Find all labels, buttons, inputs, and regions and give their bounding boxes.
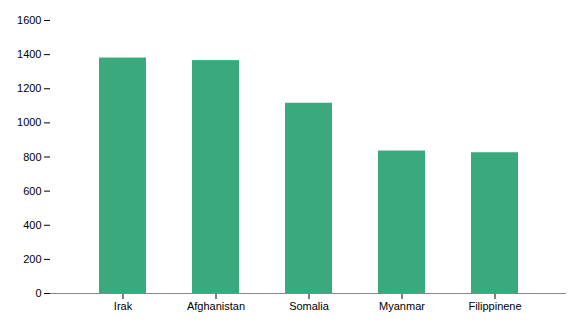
svg-text:Afghanistan: Afghanistan — [187, 300, 245, 312]
svg-text:1400: 1400 — [17, 48, 41, 60]
svg-text:0: 0 — [35, 287, 41, 299]
svg-text:400: 400 — [23, 219, 41, 231]
svg-text:200: 200 — [23, 253, 41, 265]
svg-text:1600: 1600 — [17, 14, 41, 26]
svg-text:Filippinene: Filippinene — [468, 300, 521, 312]
svg-text:Irak: Irak — [114, 300, 133, 312]
svg-text:600: 600 — [23, 185, 41, 197]
svg-text:800: 800 — [23, 151, 41, 163]
svg-text:Somalia: Somalia — [289, 300, 330, 312]
svg-text:1200: 1200 — [17, 82, 41, 94]
svg-text:Myanmar: Myanmar — [379, 300, 425, 312]
svg-text:1000: 1000 — [17, 116, 41, 128]
